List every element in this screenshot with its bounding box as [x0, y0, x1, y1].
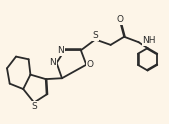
Text: O: O [116, 15, 123, 24]
Text: N: N [57, 46, 64, 55]
Text: S: S [92, 31, 98, 40]
Text: S: S [31, 102, 37, 111]
Text: NH: NH [142, 36, 156, 45]
Text: O: O [86, 60, 93, 69]
Text: N: N [49, 58, 56, 67]
